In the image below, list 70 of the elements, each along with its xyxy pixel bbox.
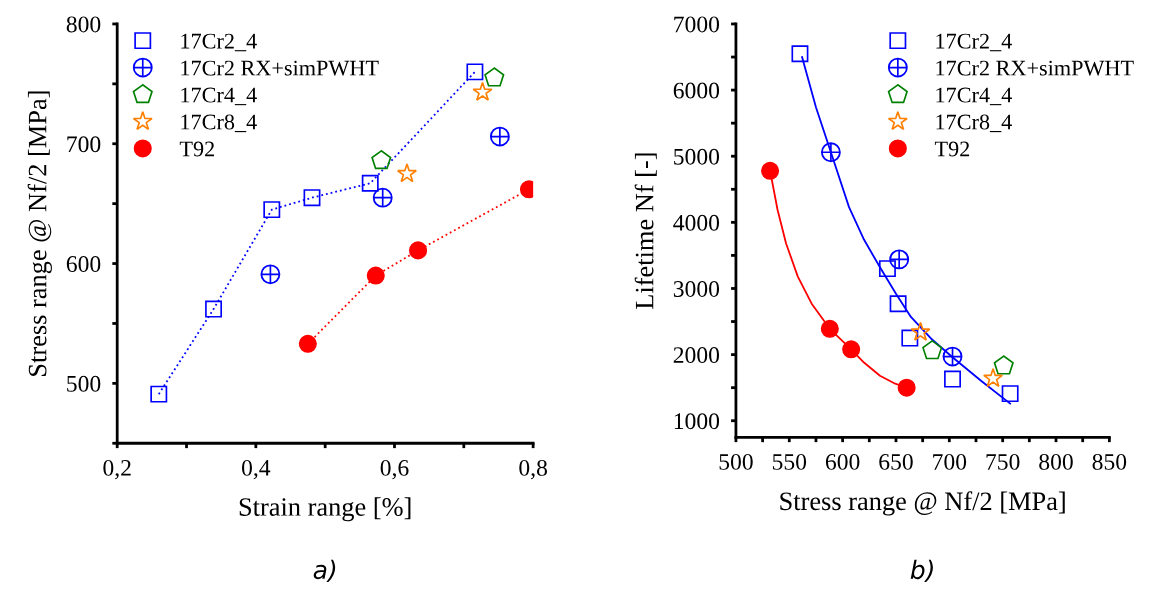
point (489, 126, 510, 147)
point (466, 63, 484, 81)
text: a) (313, 559, 336, 583)
y-tick-label: 500 (67, 375, 101, 392)
point (409, 241, 428, 260)
point (910, 321, 931, 341)
y-tick-label: 1000 (674, 413, 720, 430)
x-tick-label: 0,8 (519, 459, 547, 480)
point (791, 45, 809, 63)
point (260, 264, 281, 285)
x-tick-label: 750 (986, 453, 1020, 470)
y-tick-label: 600 (66, 256, 101, 272)
y-tick-label: 7000 (674, 16, 720, 33)
point (889, 249, 910, 270)
x-tick-label: 0,6 (380, 459, 409, 480)
legend-label: T92 (179, 141, 214, 157)
y-axis-title: Stress range @ Nf/2 [MPa] (27, 91, 52, 376)
x-axis-title: Stress range @ Nf/2 [MPa] (780, 491, 1065, 516)
x-tick-label: 0,2 (103, 459, 131, 480)
point (372, 187, 393, 208)
point (889, 295, 907, 313)
point (901, 329, 919, 347)
y-tick-label: 3000 (673, 280, 720, 297)
point (820, 319, 839, 338)
x-tick-label: 850 (1092, 453, 1127, 470)
legend-label: 17Cr2_4 (181, 33, 257, 52)
point (761, 161, 780, 180)
legend-label: 17Cr4_4 (936, 87, 1012, 106)
legend-label: 17Cr8_4 (181, 114, 257, 133)
x-tick-label: 800 (1039, 453, 1073, 470)
point (371, 149, 392, 170)
x-tick-label: 700 (933, 453, 967, 470)
point (878, 260, 896, 278)
point (472, 81, 493, 101)
y-axis-title: Lifetime Nf [-] (634, 153, 657, 309)
text: b) (910, 559, 933, 583)
point (1001, 385, 1019, 403)
y-tick-label: 6000 (673, 82, 720, 99)
point (922, 340, 943, 360)
point (982, 367, 1004, 388)
x-tick-label: 600 (825, 453, 860, 470)
point (366, 266, 385, 285)
y-tick-label: 5000 (674, 148, 720, 165)
point (842, 340, 861, 359)
legend-label: 17Cr2 RX+simPWHT (181, 60, 379, 76)
point (484, 67, 505, 87)
legend-label: 17Cr2_4 (936, 33, 1012, 52)
point (361, 174, 379, 192)
legend-label: 17Cr4_4 (181, 87, 257, 106)
point (396, 163, 418, 183)
point (150, 385, 168, 403)
y-tick-label: 4000 (673, 214, 720, 231)
x-axis-title: Strain range [%] (239, 497, 411, 522)
point (263, 201, 281, 219)
point (205, 300, 223, 318)
point (303, 189, 321, 207)
y-tick-label: 2000 (673, 347, 720, 364)
x-tick-label: 500 (719, 453, 753, 470)
y-tick-label: 800 (66, 16, 101, 33)
x-tick-label: 650 (879, 453, 913, 470)
point (993, 355, 1014, 375)
x-tick-label: 550 (772, 453, 807, 470)
legend-label: 17Cr2 RX+simPWHT (936, 60, 1134, 76)
legend-label: T92 (934, 141, 970, 157)
point (944, 370, 961, 388)
point (298, 334, 317, 353)
y-tick-label: 700 (67, 136, 101, 153)
x-tick-label: 0,4 (241, 459, 271, 480)
legend-label: 17Cr8_4 (936, 114, 1012, 133)
point (897, 378, 916, 397)
